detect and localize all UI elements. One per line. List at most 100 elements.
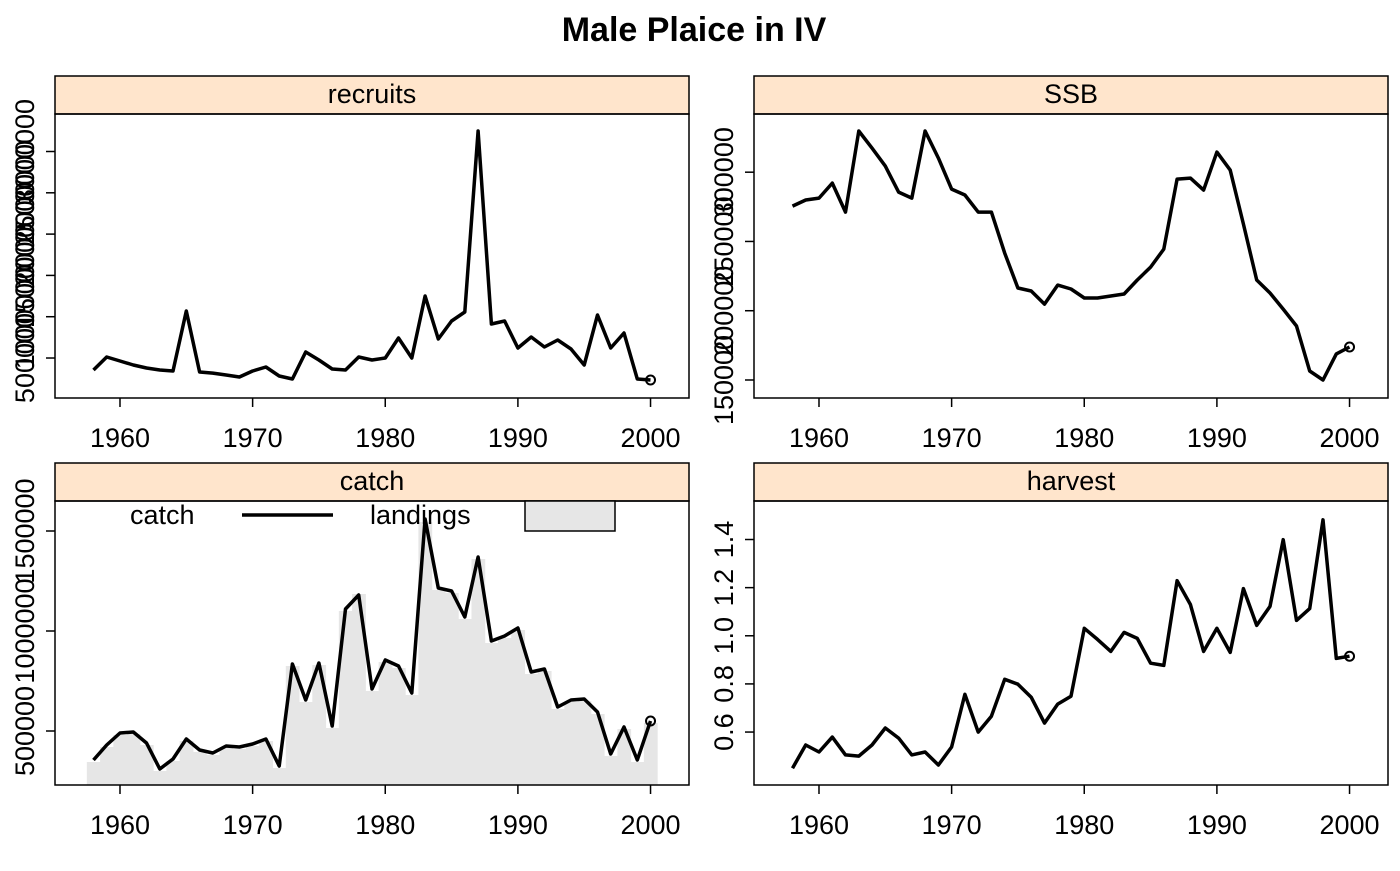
last-point xyxy=(645,715,657,727)
legend-label: catch xyxy=(130,500,195,530)
y-tick-label: 2500000 xyxy=(10,140,40,245)
y-tick-label: 2000000 xyxy=(10,182,40,287)
area-step xyxy=(312,665,327,785)
area-step xyxy=(365,691,380,785)
area-step xyxy=(537,671,552,785)
x-tick-label: 1980 xyxy=(1054,810,1114,840)
area-step xyxy=(643,723,658,785)
x-tick-label: 1960 xyxy=(789,423,849,453)
panel-frame xyxy=(753,113,1389,399)
area-step xyxy=(551,709,565,785)
area-step xyxy=(126,734,141,785)
strip xyxy=(54,75,690,115)
last-point xyxy=(645,374,657,386)
area-step xyxy=(604,756,618,785)
y-tick-label: 250000 xyxy=(709,196,739,286)
x-tick-label: 1980 xyxy=(355,423,415,453)
x-tick-label: 1960 xyxy=(90,423,150,453)
legend-swatch xyxy=(524,500,616,532)
area-step xyxy=(405,695,419,785)
strip-label: recruits xyxy=(328,79,417,109)
y-tick-label: 200000 xyxy=(709,266,739,356)
y-tick-label: 150000 xyxy=(709,335,739,425)
area-step xyxy=(378,662,393,785)
area-step xyxy=(232,749,247,785)
x-tick-label: 1980 xyxy=(1054,423,1114,453)
series-line xyxy=(92,129,651,382)
y-tick-label: 1500000 xyxy=(10,478,40,583)
x-tick-label: 1990 xyxy=(488,423,548,453)
last-point xyxy=(1344,341,1356,353)
strip xyxy=(753,462,1389,502)
y-tick-label: 500000 xyxy=(10,686,40,776)
y-tick-label: 1500000 xyxy=(10,223,40,328)
y-tick-label: 1.4 xyxy=(709,521,739,559)
x-tick-label: 2000 xyxy=(620,810,680,840)
area-step xyxy=(219,748,234,785)
area-step xyxy=(524,674,539,785)
last-point xyxy=(1344,650,1356,662)
panel-frame xyxy=(54,113,690,399)
area-step xyxy=(192,752,207,785)
y-tick-label: 1000000 xyxy=(10,264,40,369)
y-tick-label: 3000000 xyxy=(10,99,40,204)
x-tick-label: 1980 xyxy=(355,810,415,840)
x-tick-label: 2000 xyxy=(1319,423,1379,453)
area-step xyxy=(166,761,181,785)
panel-frame xyxy=(753,500,1389,786)
area-step xyxy=(498,638,512,785)
y-tick-label: 300000 xyxy=(709,127,739,217)
y-tick-label: 0.8 xyxy=(709,665,739,703)
series-line xyxy=(791,129,1351,382)
area-step xyxy=(179,741,194,785)
area-step xyxy=(139,745,154,785)
area-step xyxy=(338,611,353,785)
strip-label: SSB xyxy=(1044,79,1098,109)
series-line xyxy=(92,517,653,771)
area-step xyxy=(577,701,592,785)
area-step xyxy=(630,762,645,785)
area-step xyxy=(100,747,114,785)
y-tick-label: 1000000 xyxy=(10,578,40,683)
area-step xyxy=(564,702,579,785)
x-tick-label: 2000 xyxy=(1319,810,1379,840)
area-step xyxy=(444,593,459,785)
y-tick-label: 1.2 xyxy=(709,569,739,607)
area-step xyxy=(590,714,605,785)
area-step xyxy=(617,729,632,785)
area-step xyxy=(471,559,486,785)
strip xyxy=(753,75,1389,115)
y-tick-label: 1.0 xyxy=(709,617,739,655)
area-step xyxy=(206,755,220,785)
strip-label: harvest xyxy=(1027,466,1116,496)
area-step xyxy=(245,746,260,785)
area-step xyxy=(431,590,446,785)
y-tick-label: 500000 xyxy=(10,313,40,403)
area-step xyxy=(299,702,313,785)
area-step xyxy=(484,643,499,785)
area-step xyxy=(511,630,526,785)
area-step xyxy=(391,668,406,785)
x-tick-label: 1970 xyxy=(223,810,283,840)
strip-label: catch xyxy=(340,466,405,496)
area-step xyxy=(352,594,366,785)
area-step xyxy=(285,666,300,785)
area-step xyxy=(458,619,472,785)
strip xyxy=(54,462,690,502)
area-step xyxy=(113,735,128,785)
x-tick-label: 2000 xyxy=(620,423,680,453)
x-tick-label: 1990 xyxy=(488,810,548,840)
legend-label: landings xyxy=(370,500,471,530)
x-tick-label: 1970 xyxy=(922,423,982,453)
series-line xyxy=(790,518,1350,770)
area-step xyxy=(86,762,101,785)
area-step xyxy=(272,768,287,785)
panel-frame xyxy=(54,500,690,786)
x-tick-label: 1970 xyxy=(922,810,982,840)
x-tick-label: 1990 xyxy=(1187,810,1247,840)
area-step xyxy=(418,522,433,785)
chart-title: Male Plaice in IV xyxy=(562,11,827,49)
area-step xyxy=(259,741,274,785)
